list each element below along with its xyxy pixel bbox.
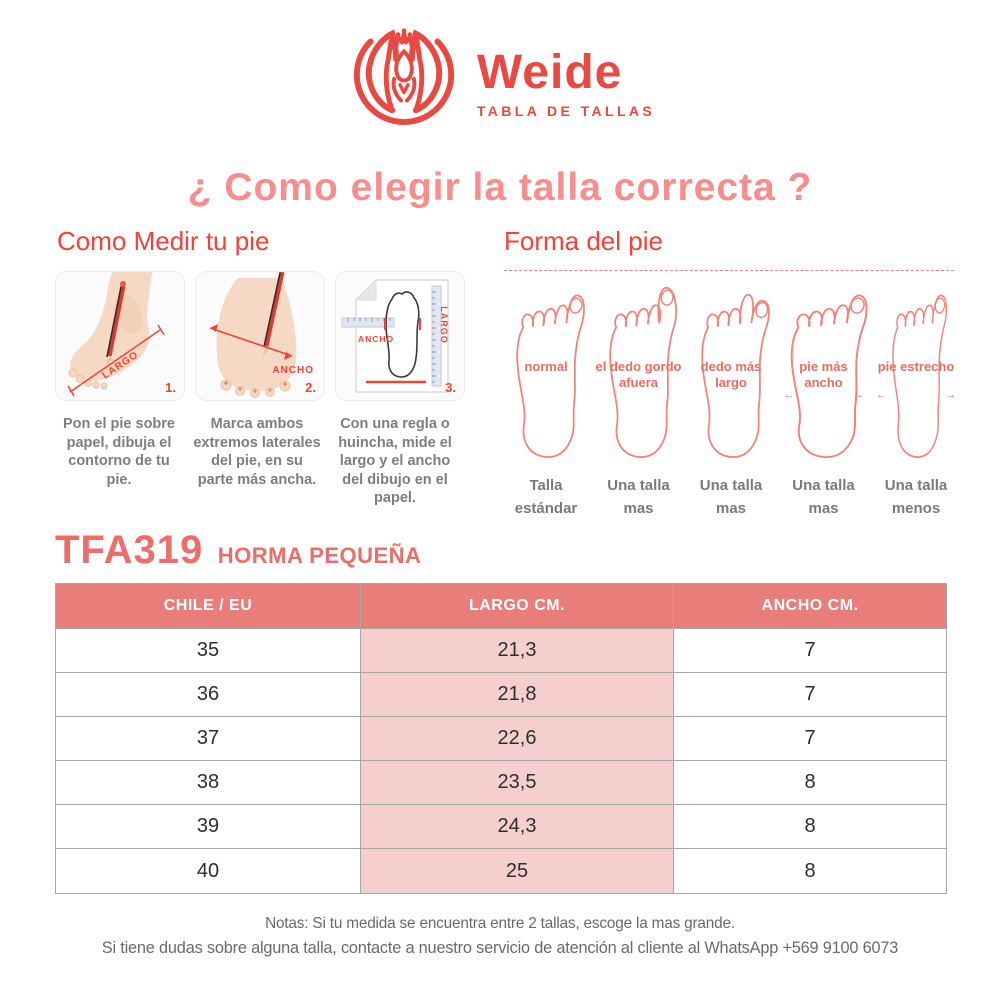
product-line: TFA319 HORMA PEQUEÑA [55,528,421,573]
brand-header: Weide TABLA DE TALLAS [0,12,1000,130]
table-cell-ancho: 7 [674,673,946,717]
step-number: 2. [305,380,316,395]
brand-name: Weide [476,46,623,99]
table-cell-ancho: 8 [674,805,946,849]
size-advice: Una talla mas [792,477,855,517]
brand-subtitle: TABLA DE TALLAS [476,103,656,119]
column-header-largo: LARGO CM. [361,584,674,629]
foot-shape-label: pie estrecho [877,359,955,374]
measure-step-texts: Pon el pie sobre papel, dibuja el contor… [55,415,480,508]
note-line-1: Notas: Si tu medida se encuentra entre 2… [265,915,735,932]
foot-shape-label: pie más ancho [799,359,848,390]
ancho-label: ANCHO [272,365,314,376]
measure-step-1-image: LARGO 1. [55,271,185,401]
table-cell-largo: 21,3 [361,629,674,673]
table-cell-largo: 24,3 [361,805,674,849]
measure-heading: Como Medir tu pie [57,226,270,256]
table-cell-size: 35 [56,629,361,673]
foot-outline-icon [892,294,948,458]
table-cell-size: 40 [56,849,361,893]
brand-text: Weide TABLA DE TALLAS [476,46,656,120]
product-code: TFA319 [55,528,204,572]
column-header-chile-eu: CHILE / EU [56,584,361,629]
step-1-text: Pon el pie sobre papel, dibuja el contor… [63,416,175,488]
foot-diagram-wide: pie más ancho ← → [780,271,868,467]
foot-outline-icon [790,294,867,458]
foot-diagram-normal: normal [502,271,590,467]
table-cell-size: 39 [56,805,361,849]
measure-step-2-image: ANCHO 2. [195,271,325,401]
size-advice: Una talla menos [884,477,948,517]
table-cell-size: 38 [56,761,361,805]
foot-outline-icon [608,287,677,458]
step-3-text: Con una regla o huincha, mide el largo y… [338,416,452,507]
table-cell-ancho: 7 [674,717,946,761]
foot-diagrams: normal el dedo gordo afuera dedo más lar… [502,271,960,467]
foot-outline-icon [701,294,770,458]
step-number: 1. [165,380,176,395]
measure-step-3-image: ANCHO LARGO 3. [335,271,465,401]
table-cell-size: 36 [56,673,361,717]
size-advice: Una talla mas [607,477,670,517]
table-cell-size: 37 [56,717,361,761]
note-line-2: Si tiene dudas sobre alguna talla, conta… [101,938,899,957]
foot-diagram-big-toe-out: el dedo gordo afuera [595,271,683,467]
foot-shape-label: normal [524,359,568,374]
foot-shape-label: el dedo gordo afuera [595,359,682,390]
arrow-right-icon: → [945,389,956,401]
largo-vertical-label: LARGO [438,306,449,344]
width-arrows: ← → [872,389,960,401]
table-cell-largo: 22,6 [361,717,674,761]
table-cell-largo: 25 [361,849,674,893]
arrow-right-icon: → [852,389,864,401]
weide-logo-icon [353,28,454,125]
size-advice: Talla estándar [514,477,578,517]
foot-outline-icon [516,294,585,458]
measure-section: Como Medir tu pie [55,226,480,508]
foot-diagram-narrow: pie estrecho ← → [872,271,960,467]
step-2-text: Marca ambos extremos laterales del pie, … [193,416,321,488]
measure-step-cards: LARGO 1. [55,271,480,401]
arrow-left-icon: ← [783,389,795,401]
foot-shapes-section: Forma del pie normal el dedo gordo afuer… [502,226,960,520]
table-cell-ancho: 7 [674,629,946,673]
size-table: CHILE / EU LARGO CM. ANCHO CM. 35 21,3 7… [55,583,947,894]
table-cell-ancho: 8 [674,761,946,805]
arrow-left-icon: ← [876,389,887,401]
table-cell-largo: 23,5 [361,761,674,805]
foot-shape-label: dedo más largo [700,359,762,390]
page-title: ¿ Como elegir la talla correcta ? [187,166,813,210]
foot-drawing-illustration-icon [67,272,165,397]
column-header-ancho: ANCHO CM. [674,584,946,629]
paper-ruler-illustration-icon [341,278,449,393]
foot-shapes-heading: Forma del pie [504,226,663,256]
footer-notes: Notas: Si tu medida se encuentra entre 2… [0,915,1000,958]
foot-size-advice-labels: Talla estándar Una talla mas Una talla m… [502,475,960,520]
step-number: 3. [445,380,456,395]
table-cell-largo: 21,8 [361,673,674,717]
foot-diagram-long-toe: dedo más largo [687,271,775,467]
foot-width-marking-illustration-icon [209,272,297,398]
product-fit-note: HORMA PEQUEÑA [217,543,422,568]
width-arrows: ← → [780,389,868,401]
toe-alignment-dashed-line [504,270,954,271]
table-cell-ancho: 8 [674,849,946,893]
ancho-label: ANCHO [358,334,395,344]
size-advice: Una talla mas [699,477,763,517]
